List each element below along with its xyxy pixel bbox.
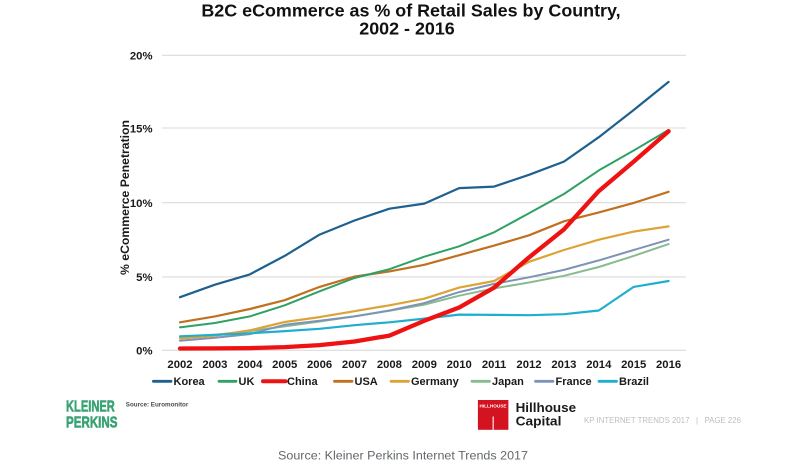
svg-text:KLEINER: KLEINER: [66, 398, 115, 415]
svg-text:5%: 5%: [136, 272, 152, 284]
svg-text:2013: 2013: [551, 359, 576, 371]
svg-text:2004: 2004: [237, 359, 263, 371]
svg-text:Japan: Japan: [492, 376, 524, 388]
svg-text:2016: 2016: [656, 359, 681, 371]
svg-text:Germany: Germany: [411, 376, 460, 388]
svg-text:2015: 2015: [621, 359, 646, 371]
svg-text:2007: 2007: [342, 359, 367, 371]
svg-text:B2C eCommerce as % of Retail S: B2C eCommerce as % of Retail Sales by Co…: [201, 1, 620, 21]
svg-text:France: France: [556, 376, 592, 388]
svg-text:2005: 2005: [272, 359, 297, 371]
svg-text:2010: 2010: [447, 359, 472, 371]
svg-text:Source: Euromonitor: Source: Euromonitor: [126, 401, 189, 408]
svg-text:20%: 20%: [130, 51, 153, 63]
svg-text:2006: 2006: [307, 359, 332, 371]
svg-text:2002 - 2016: 2002 - 2016: [359, 19, 455, 39]
svg-text:HILLHOUSE: HILLHOUSE: [480, 403, 507, 408]
svg-text:2008: 2008: [377, 359, 402, 371]
svg-text:2011: 2011: [482, 359, 507, 371]
svg-text:Korea: Korea: [174, 376, 206, 388]
svg-text:Source: Kleiner Perkins Intern: Source: Kleiner Perkins Internet Trends …: [278, 449, 528, 463]
svg-text:KP INTERNET TRENDS 2017 |: KP INTERNET TRENDS 2017 | PAGE 226: [584, 416, 741, 425]
svg-text:2003: 2003: [202, 359, 227, 371]
svg-text:10%: 10%: [130, 198, 153, 210]
svg-text:PERKINS: PERKINS: [66, 415, 118, 432]
svg-text:2002: 2002: [167, 359, 192, 371]
svg-text:Hillhouse: Hillhouse: [516, 401, 577, 415]
svg-text:Brazil: Brazil: [619, 376, 649, 388]
svg-text:2012: 2012: [516, 359, 541, 371]
svg-text:0%: 0%: [136, 346, 152, 358]
svg-text:2009: 2009: [412, 359, 437, 371]
svg-text:UK: UK: [239, 376, 255, 388]
svg-text:15%: 15%: [130, 123, 153, 135]
svg-text:USA: USA: [355, 376, 378, 388]
svg-text:Capital: Capital: [516, 414, 562, 428]
svg-text:2014: 2014: [586, 359, 612, 371]
svg-text:% eCommerce Penetration: % eCommerce Penetration: [120, 120, 132, 275]
svg-text:China: China: [287, 376, 318, 388]
